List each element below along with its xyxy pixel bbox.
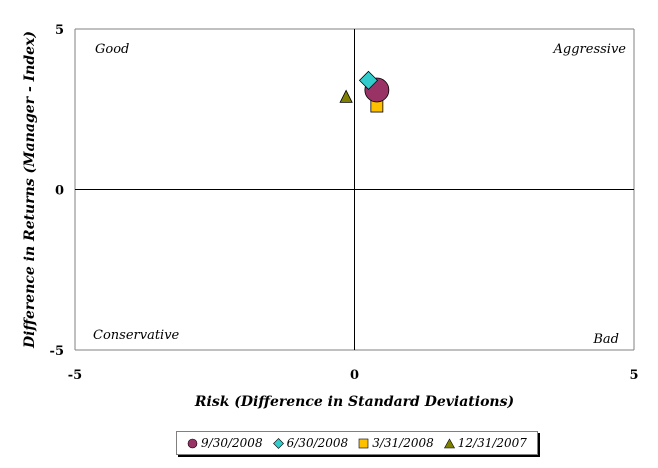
quadrant-label-aggressive: Aggressive <box>553 42 627 57</box>
circle-marker-icon <box>187 438 198 449</box>
data-points <box>339 70 390 113</box>
legend-label: 3/31/2008 <box>372 436 434 450</box>
legend: 9/30/2008 6/30/2008 3/31/2008 12/31/2007 <box>176 431 538 455</box>
x-axis-label: Risk (Difference in Standard Deviations) <box>194 394 514 410</box>
legend-item-9-30-2008: 9/30/2008 <box>187 436 263 450</box>
quadrant-label-good: Good <box>95 42 129 57</box>
diamond-marker-icon <box>272 437 284 449</box>
triangle-marker-icon <box>443 437 455 449</box>
y-axis-label: Difference in Returns (Manager - Index) <box>22 31 38 349</box>
square-marker-icon <box>358 438 369 449</box>
quadrant-label-bad: Bad <box>592 332 619 347</box>
x-tick-label-left: -5 <box>68 368 82 383</box>
x-tick-label-mid: 0 <box>350 368 359 383</box>
data-point-diamond-6-30-2008 <box>358 70 379 90</box>
y-tick-label-top: 5 <box>55 23 64 38</box>
legend-item-6-30-2008: 6/30/2008 <box>272 436 349 450</box>
legend-label: 6/30/2008 <box>286 436 349 450</box>
y-tick-label-bottom: -5 <box>50 344 64 359</box>
legend-label: 9/30/2008 <box>201 436 263 450</box>
data-point-triangle-12-31-2007 <box>339 89 353 103</box>
legend-item-3-31-2008: 3/31/2008 <box>358 436 434 450</box>
legend-item-12-31-2007: 12/31/2007 <box>443 436 527 450</box>
quadrant-label-conservative: Conservative <box>93 328 180 343</box>
x-tick-label-right: 5 <box>629 368 638 383</box>
y-tick-label-mid: 0 <box>55 184 64 199</box>
legend-label: 12/31/2007 <box>457 436 527 450</box>
